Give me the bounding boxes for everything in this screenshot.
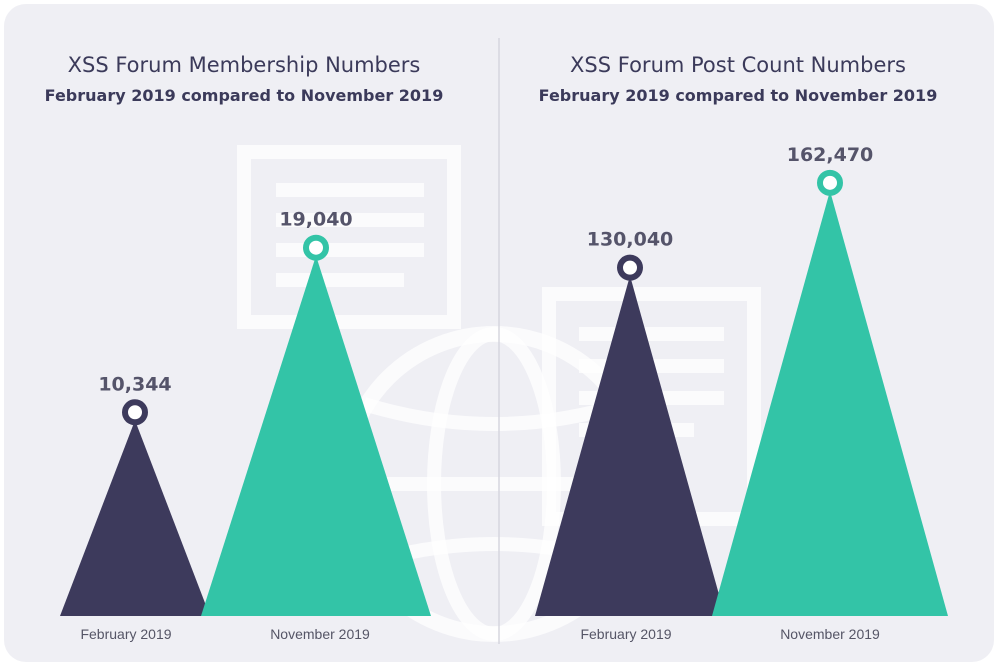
post-count-panel: XSS Forum Post Count Numbers February 20… xyxy=(535,53,948,642)
post-count-peak-november xyxy=(712,190,948,616)
membership-point-marker-february xyxy=(122,399,148,426)
membership-peak-february xyxy=(60,420,210,616)
membership-title: XSS Forum Membership Numbers xyxy=(68,53,421,77)
post-count-value-label-february: 130,040 xyxy=(587,229,674,251)
post-count-point-marker-february xyxy=(617,254,643,281)
infographic-card: XSS Forum Membership Numbers February 20… xyxy=(4,4,994,662)
membership-subtitle: February 2019 compared to November 2019 xyxy=(45,86,444,105)
chart-canvas: XSS Forum Membership Numbers February 20… xyxy=(45,38,948,644)
post-count-peak-february xyxy=(535,275,725,616)
post-count-category-label-november: November 2019 xyxy=(780,626,880,642)
membership-category-label-february: February 2019 xyxy=(80,626,171,642)
post-count-point-marker-november xyxy=(817,169,843,196)
post-count-value-label-november: 162,470 xyxy=(787,144,874,166)
membership-marks: 10,344 19,040 xyxy=(60,209,431,616)
membership-category-label-november: November 2019 xyxy=(270,626,370,642)
post-count-subtitle: February 2019 compared to November 2019 xyxy=(539,86,938,105)
membership-peak-november xyxy=(201,255,431,616)
post-count-marks: 130,040 162,470 xyxy=(535,144,948,616)
membership-panel: XSS Forum Membership Numbers February 20… xyxy=(45,53,444,642)
membership-point-marker-november xyxy=(303,234,329,261)
post-count-title: XSS Forum Post Count Numbers xyxy=(570,53,906,77)
membership-value-label-february: 10,344 xyxy=(98,373,171,395)
membership-value-label-november: 19,040 xyxy=(279,209,352,231)
post-count-category-label-february: February 2019 xyxy=(580,626,671,642)
